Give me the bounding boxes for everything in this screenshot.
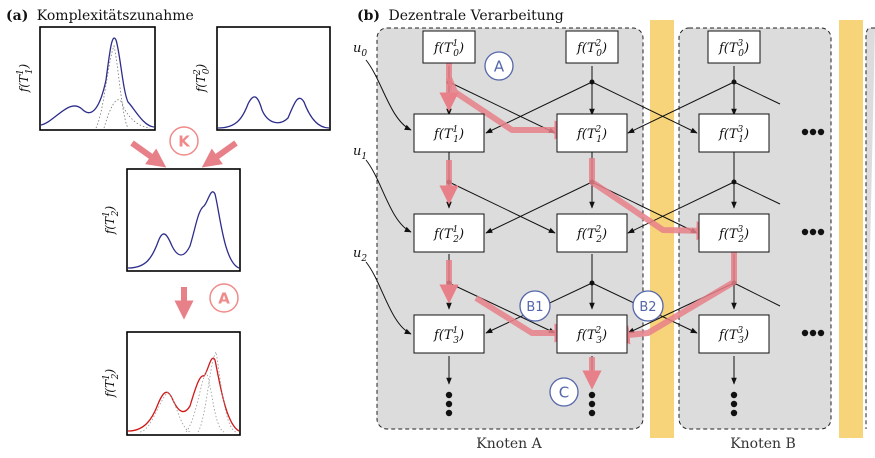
svg-text:K: K bbox=[178, 133, 191, 151]
separator-bc bbox=[839, 20, 863, 438]
function-box-label: f(T3 2) bbox=[718, 225, 749, 245]
function-box: f(T2 1) bbox=[556, 113, 628, 153]
badge-k: K bbox=[169, 126, 199, 156]
plot-4: f(T12) bbox=[102, 331, 241, 436]
arrow-k-right bbox=[201, 140, 238, 168]
function-box-label: f(T1 3) bbox=[433, 326, 464, 346]
function-box: f(T1 1) bbox=[413, 113, 485, 153]
plot-1-ylabel: f(T11) bbox=[16, 64, 35, 94]
function-box: f(T1 2) bbox=[413, 213, 485, 253]
function-box: f(T3 0) bbox=[707, 30, 761, 64]
svg-text:A: A bbox=[218, 290, 230, 308]
function-box: f(T2 3) bbox=[556, 314, 628, 354]
function-box-label: f(T3 0) bbox=[718, 39, 749, 59]
function-box-label: f(T1 2) bbox=[433, 225, 464, 245]
svg-text:(b) Dezentrale Verarbeit: (b) Dezentrale Verarbeitung bbox=[357, 8, 564, 24]
function-box: f(T1 0) bbox=[422, 30, 476, 64]
plot-3-ylabel: f(T12) bbox=[102, 206, 121, 236]
function-box: f(T2 0) bbox=[565, 30, 619, 64]
ellipsis-down bbox=[445, 391, 738, 417]
u0-label: u0 bbox=[353, 41, 367, 59]
svg-text:B1: B1 bbox=[526, 300, 543, 315]
node-b-label: Knoten B bbox=[730, 436, 796, 452]
badge-c: C bbox=[549, 377, 579, 407]
svg-text:B2: B2 bbox=[639, 300, 656, 315]
svg-text:C: C bbox=[559, 384, 569, 402]
panel-b-label: (b) bbox=[357, 8, 380, 24]
svg-text:(a) Komplexitätszunahme: (a) Komplexitätszunahme bbox=[6, 8, 194, 24]
plot-3: f(T12) bbox=[102, 168, 241, 272]
plot-2: f(T20) bbox=[193, 26, 331, 131]
function-box-label: f(T3 1) bbox=[718, 125, 749, 145]
badge-a-left: A bbox=[209, 283, 239, 313]
function-box-label: f(T2 2) bbox=[576, 225, 607, 245]
panel-a-title: Komplexitätszunahme bbox=[37, 8, 194, 24]
function-box-label: f(T3 3) bbox=[718, 326, 749, 346]
u1-label: u1 bbox=[353, 144, 367, 162]
function-box-label: f(T2 1) bbox=[576, 125, 607, 145]
function-boxes: f(T1 0) f(T2 0) f(T3 0) f(T1 1) f(T2 1) f(T3 1) f(T1… bbox=[413, 30, 770, 354]
function-box: f(T1 3) bbox=[413, 314, 485, 354]
function-box-label: f(T1 1) bbox=[433, 125, 464, 145]
highlight-paths bbox=[439, 60, 737, 390]
u2-label: u2 bbox=[353, 246, 367, 264]
ellipsis-right bbox=[801, 128, 825, 337]
node-c-region bbox=[865, 27, 875, 429]
plot-2-ylabel: f(T20) bbox=[193, 64, 212, 94]
plot-1: f(T11) bbox=[16, 26, 156, 131]
badge-b1: B1 bbox=[519, 290, 551, 322]
function-box: f(T3 3) bbox=[698, 314, 770, 354]
panel-b: (b) Dezentrale Verarbeitung Knoten A Kno… bbox=[353, 8, 875, 452]
badge-a: A bbox=[484, 51, 514, 81]
function-box-label: f(T1 0) bbox=[433, 39, 464, 59]
function-box: f(T3 2) bbox=[698, 213, 770, 253]
panel-a-label: (a) bbox=[6, 8, 28, 24]
badge-b2: B2 bbox=[632, 290, 664, 322]
panel-a: (a) Komplexitätszunahme f(T11) f(T20) K bbox=[6, 8, 331, 436]
function-box: f(T2 2) bbox=[556, 213, 628, 253]
node-a-label: Knoten A bbox=[476, 436, 542, 452]
plot-4-ylabel: f(T12) bbox=[102, 369, 121, 399]
arrow-k-left bbox=[130, 140, 167, 168]
function-box-label: f(T2 3) bbox=[576, 326, 607, 346]
function-box-label: f(T2 0) bbox=[576, 39, 607, 59]
panel-b-title: Dezentrale Verarbeitung bbox=[389, 8, 564, 24]
function-box: f(T3 1) bbox=[698, 113, 770, 153]
svg-text:A: A bbox=[494, 58, 505, 76]
